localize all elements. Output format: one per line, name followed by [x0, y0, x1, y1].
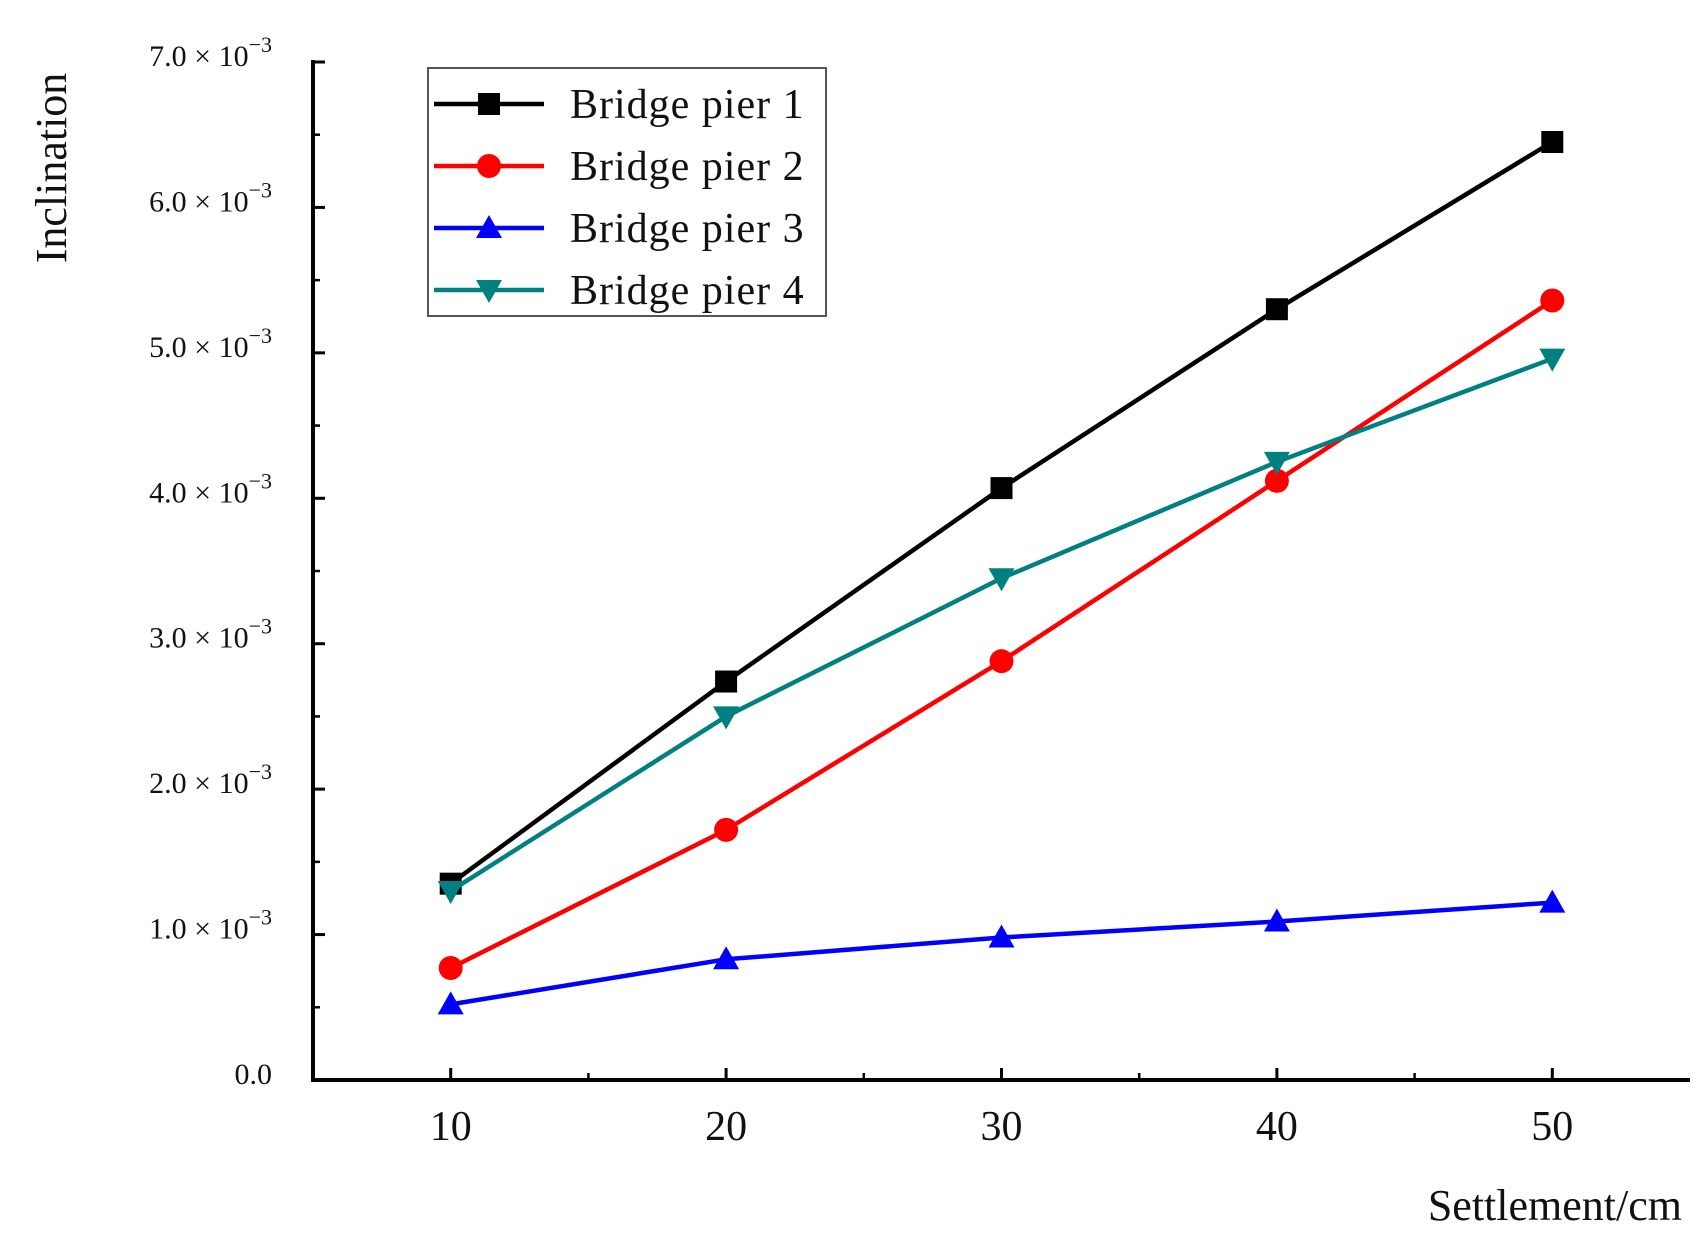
series-2: [438, 288, 1565, 981]
data-point-triangle-up: [713, 946, 740, 970]
y-tick-label-exponent: −3: [249, 614, 272, 639]
y-tick-label-exponent: −3: [249, 759, 272, 784]
y-tick-label-exponent: −3: [249, 32, 272, 57]
legend: Bridge pier 1 Bridge pier 2 Bridge pier 3 B…: [427, 67, 827, 317]
y-tick-label-base: 4.0 × 10: [149, 476, 248, 509]
axes: 0.01.0 × 10−32.0 × 10−33.0 × 10−34.0 × 1…: [27, 32, 1690, 1230]
data-point-square: [990, 477, 1013, 500]
data-point-triangle-up: [437, 991, 464, 1015]
data-point-triangle-up: [1263, 908, 1290, 932]
series-line: [450, 900, 1553, 1007]
legend-label-1: Bridge pier 1: [570, 82, 805, 128]
legend-label-2: Bridge pier 2: [570, 144, 805, 190]
y-tick-label-base: 0.0: [235, 1058, 273, 1091]
y-tick-label-exponent: −3: [249, 323, 272, 348]
data-point-triangle-down: [713, 706, 740, 730]
series-layer: [437, 130, 1566, 1015]
data-point-square: [1541, 130, 1564, 153]
y-tick-label-base: 5.0 × 10: [149, 331, 248, 364]
y-tick-label: 5.0 × 10−3: [149, 323, 272, 364]
data-point-circle: [477, 154, 501, 178]
series-3: [437, 889, 1566, 1015]
y-tick-label-exponent: −3: [249, 905, 272, 930]
x-tick-label: 40: [1256, 1104, 1298, 1150]
y-tick-label-exponent: −3: [249, 468, 272, 493]
x-axis-title: Settlement/cm: [1428, 1181, 1682, 1230]
data-point-circle: [989, 649, 1014, 674]
data-point-triangle-down: [1263, 451, 1290, 475]
data-point-square: [1265, 298, 1288, 321]
y-tick-label: 0.0: [235, 1058, 273, 1091]
data-point-square: [715, 670, 738, 693]
y-axis-title: Inclination: [27, 73, 76, 264]
y-tick-label: 4.0 × 10−3: [149, 468, 272, 509]
y-tick-label: 7.0 × 10−3: [149, 32, 272, 73]
data-point-triangle-down: [476, 280, 502, 303]
data-point-triangle-up: [1539, 889, 1566, 913]
y-tick-label-base: 1.0 × 10: [149, 913, 248, 946]
legend-label-3: Bridge pier 3: [570, 206, 805, 252]
legend-label-4: Bridge pier 4: [570, 268, 805, 314]
y-tick-label: 3.0 × 10−3: [149, 614, 272, 655]
y-tick-label-base: 3.0 × 10: [149, 622, 248, 655]
series-line: [449, 356, 1554, 893]
y-tick-label: 2.0 × 10−3: [149, 759, 272, 800]
data-point-triangle-down: [1539, 348, 1566, 372]
x-tick-label: 10: [430, 1104, 472, 1150]
x-tick-label: 50: [1531, 1104, 1573, 1150]
y-tick-label-base: 7.0 × 10: [149, 40, 248, 73]
data-point-circle: [1264, 468, 1289, 493]
y-tick-label: 6.0 × 10−3: [149, 177, 272, 218]
series-line: [449, 298, 1554, 971]
data-point-triangle-down: [988, 568, 1015, 592]
y-tick-label-base: 6.0 × 10: [149, 185, 248, 218]
x-tick-label: 30: [981, 1104, 1023, 1150]
y-tick-label-base: 2.0 × 10: [149, 767, 248, 800]
data-point-triangle-down: [437, 880, 464, 904]
data-point-circle: [1540, 288, 1565, 313]
data-point-circle: [438, 956, 463, 981]
data-point-circle: [714, 817, 739, 842]
series-4: [437, 348, 1566, 904]
data-point-triangle-up: [476, 215, 502, 238]
y-tick-label: 1.0 × 10−3: [149, 905, 272, 946]
data-point-triangle-up: [988, 924, 1015, 948]
y-tick-label-exponent: −3: [249, 177, 272, 202]
data-point-square: [478, 93, 500, 115]
x-tick-label: 20: [705, 1104, 747, 1150]
